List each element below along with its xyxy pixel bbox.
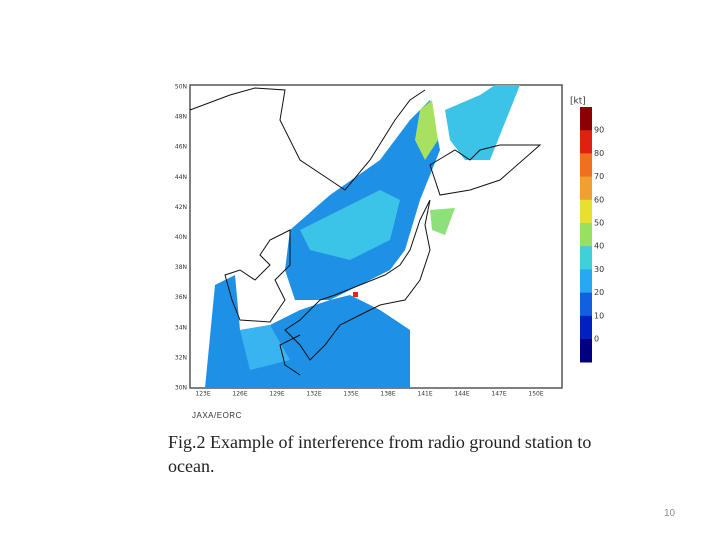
field-north <box>445 85 520 160</box>
coastlines <box>189 87 542 376</box>
colorbar-label: 60 <box>594 195 604 204</box>
lat-label: 42N <box>175 204 187 211</box>
caption: Fig.2 Example of interference from radio… <box>168 432 592 476</box>
lat-label: 46N <box>175 144 187 151</box>
lon-label: 123E <box>195 391 210 398</box>
colorbar-label: 40 <box>594 242 604 251</box>
lon-label: 135E <box>343 391 358 398</box>
interference-spot <box>353 292 358 297</box>
lon-label: 129E <box>269 391 284 398</box>
colorbar-segment <box>580 130 592 154</box>
lat-label: 40N <box>175 234 187 241</box>
lon-label: 147E <box>491 391 506 398</box>
lat-label: 36N <box>175 294 187 301</box>
field-east <box>430 208 455 235</box>
lon-label: 150E <box>528 391 543 398</box>
wind-field <box>205 85 520 388</box>
lat-label: 32N <box>175 354 187 361</box>
colorbar-label: 20 <box>594 288 604 297</box>
lon-label: 138E <box>380 391 395 398</box>
lat-label: 38N <box>175 264 187 271</box>
field-cyan <box>300 190 400 260</box>
credit: JAXA/EORC <box>192 411 242 420</box>
colorbar: 90 80 70 60 50 40 30 20 10 0 <box>580 107 604 363</box>
colorbar-segment <box>580 176 592 201</box>
colorbar-segment <box>580 107 592 131</box>
colorbar-label: 50 <box>594 219 604 228</box>
colorbar-label: 0 <box>594 335 599 344</box>
lat-label: 44N <box>175 174 187 181</box>
colorbar-segment <box>580 292 592 317</box>
colorbar-segment <box>580 315 592 340</box>
lat-label: 34N <box>175 324 187 331</box>
lon-label: 132E <box>306 391 321 398</box>
field-patch <box>240 325 290 370</box>
colorbar-segment <box>580 269 592 293</box>
colorbar-label: 90 <box>594 126 604 135</box>
colorbar-label: 10 <box>594 311 604 320</box>
field-strong <box>415 100 438 160</box>
colorbar-label: 30 <box>594 265 604 274</box>
colorbar-segment <box>580 153 592 177</box>
lon-axis: 123E 126E 129E 132E 135E 138E 141E 144E 147E 150E <box>195 391 543 398</box>
colorbar-label: 70 <box>594 172 604 181</box>
lat-label: 50N <box>175 84 187 91</box>
colorbar-segment <box>580 223 592 247</box>
lon-label: 126E <box>232 391 247 398</box>
lon-label: 141E <box>417 391 432 398</box>
lat-label: 48N <box>175 114 187 121</box>
page-number: 10 <box>664 508 676 519</box>
lon-label: 144E <box>454 391 469 398</box>
colorbar-label: 80 <box>594 149 604 158</box>
lat-axis: 50N 48N 46N 44N 42N 40N 38N 36N 34N 32N 30N <box>175 84 187 392</box>
colorbar-segment <box>580 339 592 363</box>
lat-label: 30N <box>175 385 187 392</box>
colorbar-segment <box>580 246 592 270</box>
colorbar-unit: [kt] <box>570 97 586 107</box>
colorbar-segment <box>580 199 592 224</box>
